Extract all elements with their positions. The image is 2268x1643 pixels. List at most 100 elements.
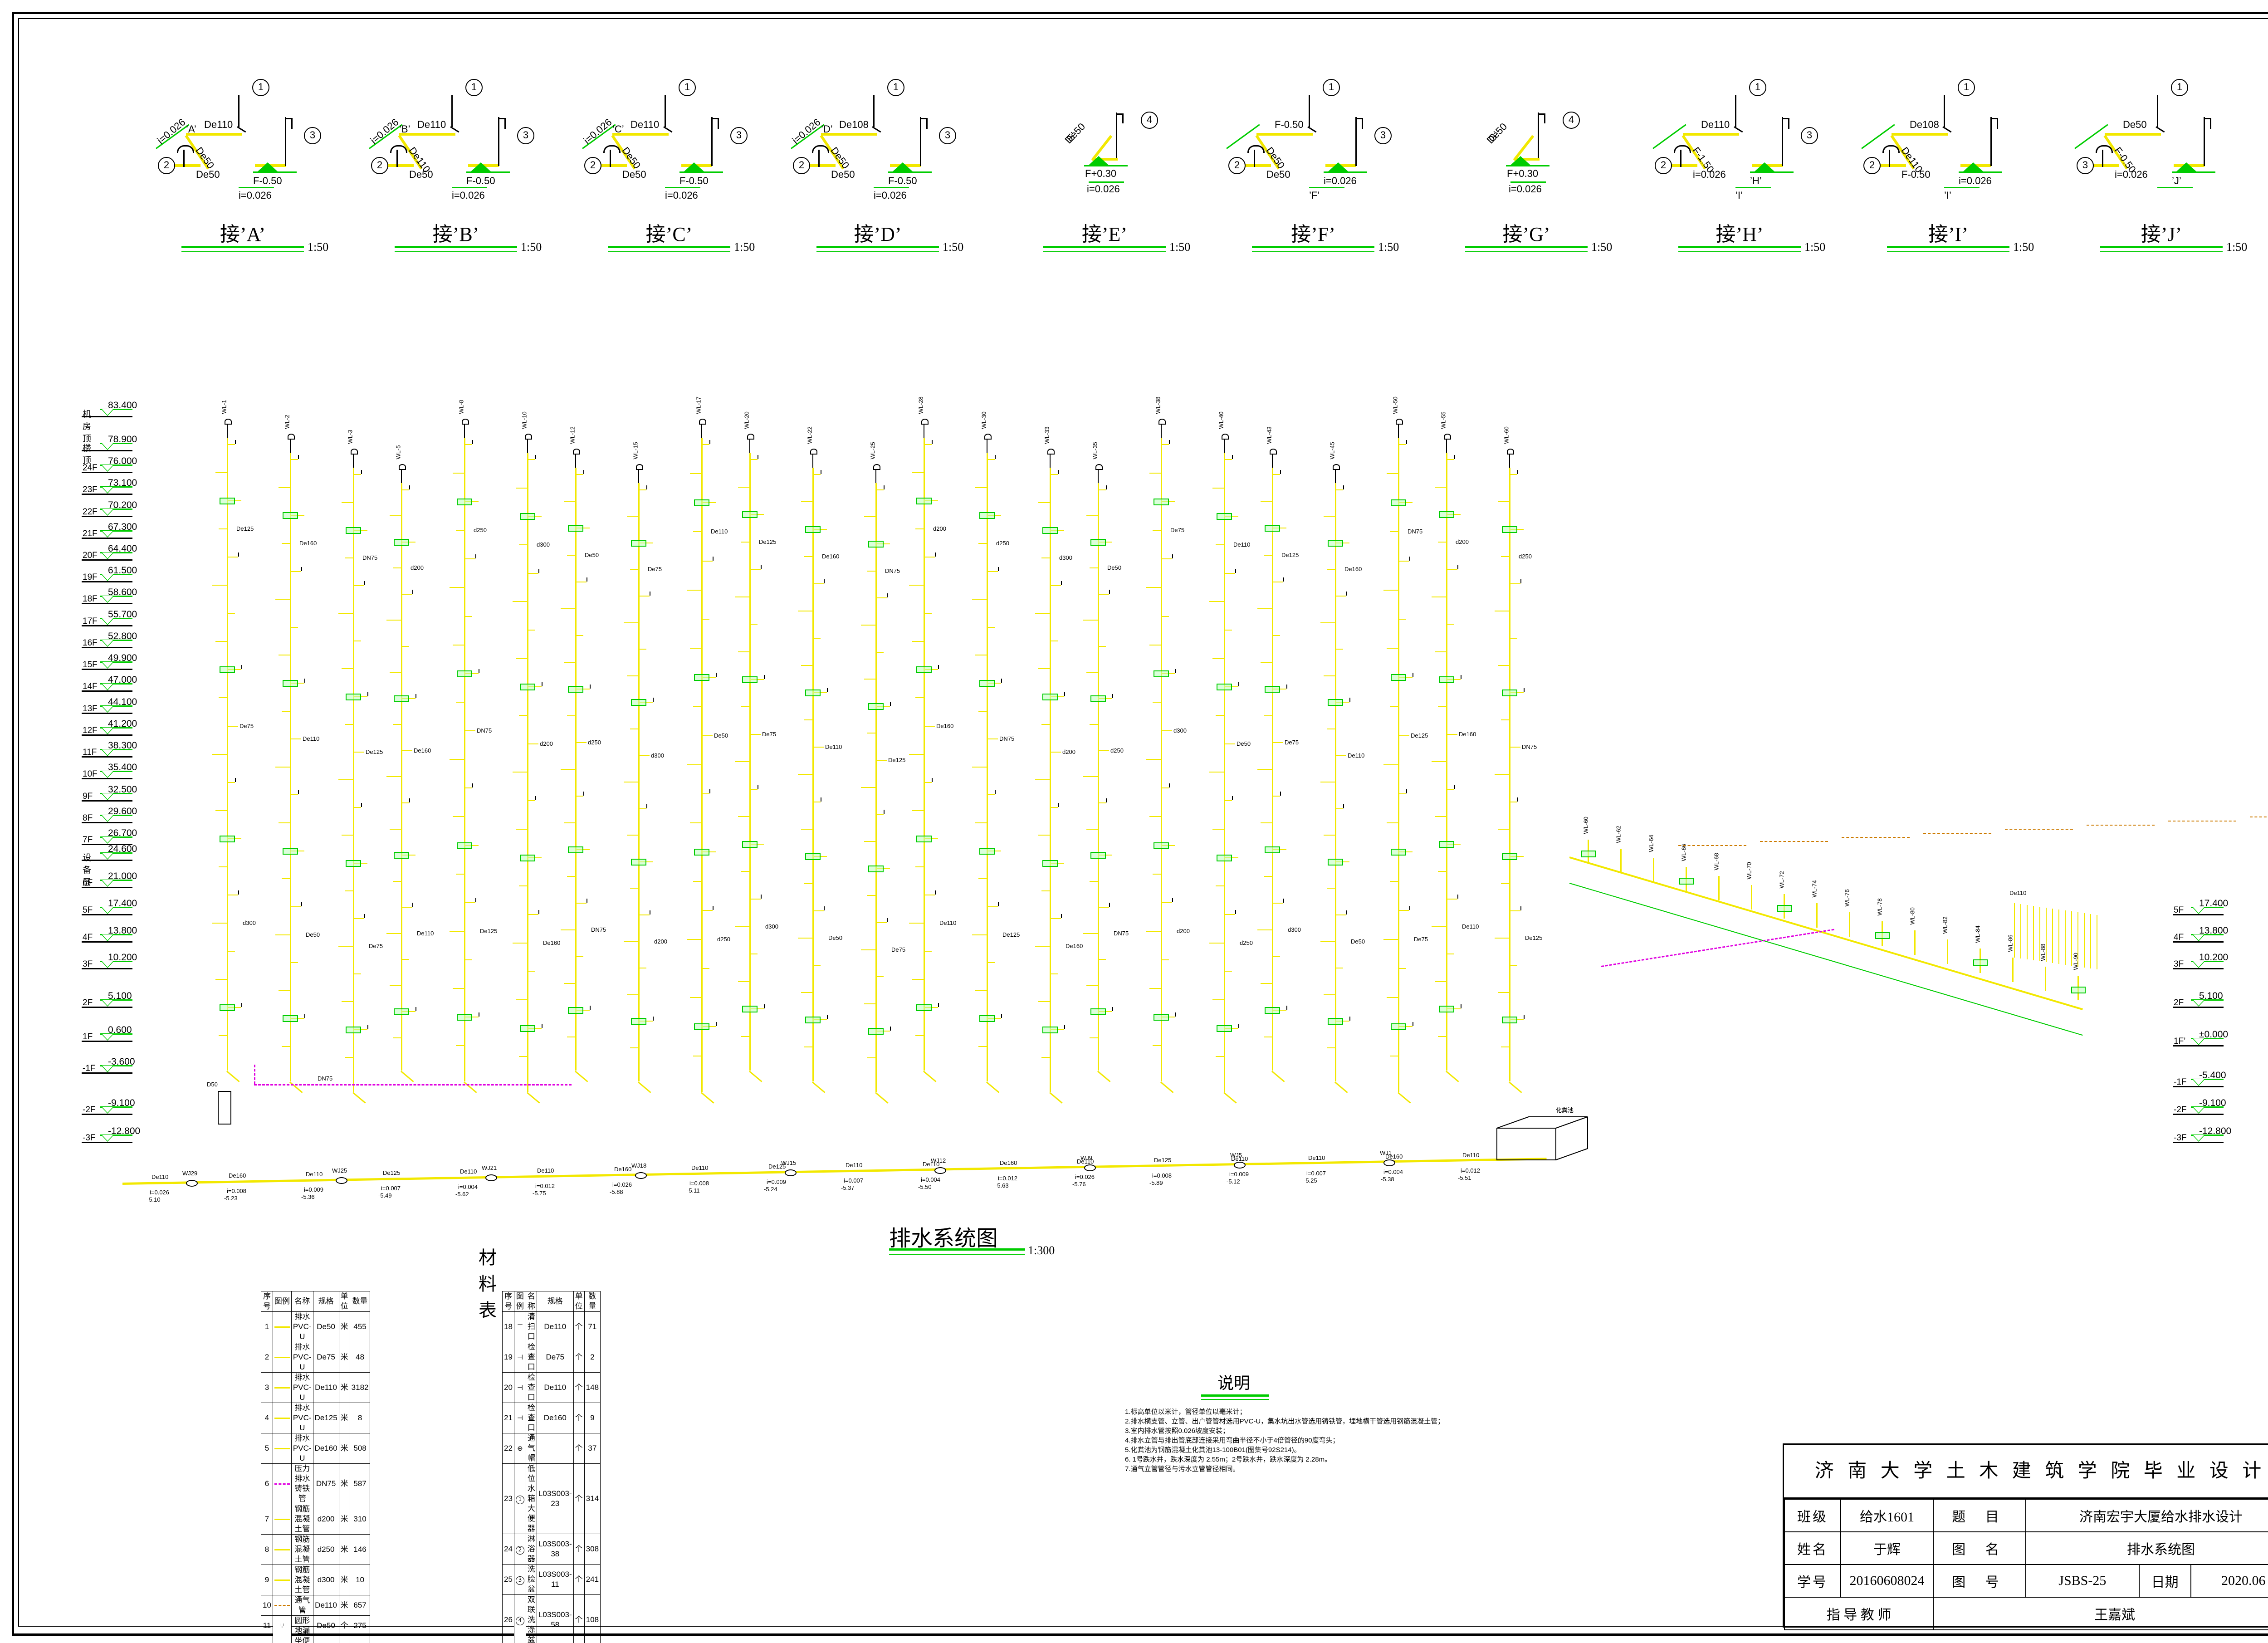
floor-annotation-box [1439,1006,1454,1013]
material-symbol-cell [272,1534,292,1565]
level-name: 2F [2174,998,2184,1008]
detail-caption-rule-thick [1465,246,1588,248]
floor-branch [987,906,998,907]
fixture-drop [998,902,999,906]
level-line [82,941,132,943]
floor-branch [1038,1001,1050,1002]
floor-branch [345,724,353,725]
floor-annotation-box [1328,539,1343,547]
material-spec: De160 [313,1433,339,1464]
stack-elbow [663,126,673,133]
floor-branch [353,751,364,753]
stack-riser [873,95,875,127]
floor-branch [1216,885,1224,887]
floor-branch [741,541,749,543]
level-value: 17.400 [108,898,137,909]
floor-annotation-box [1391,674,1406,681]
floor-branch [342,668,353,670]
vent-header-line [2168,820,2236,822]
materials-header-3: 规格 [536,1291,574,1312]
vent-stack [1272,452,1273,468]
floor-annotation-box [568,525,583,532]
level-name: -3F [2174,1133,2187,1143]
fixture-drop [1058,803,1059,807]
floor-drain-stem [183,150,185,167]
floor-symbol [1755,162,1774,171]
title-block-row-advisor: 指 导 教 师 王嘉斌 [1784,1597,2268,1630]
floor-branch [1264,715,1272,716]
fixture-drop [298,790,299,795]
floor-branch [1038,668,1050,670]
level-line [82,844,132,846]
fixture-drop [998,567,999,571]
pipe-size-tag: d300 [765,923,778,930]
slope-tag: i=0.009 [304,1186,324,1193]
level-green-line [100,409,132,410]
level-green-line [100,508,132,510]
pipe-size-tag: d250 [1240,939,1253,946]
level-line [82,515,132,517]
pipe-size-tag: De50 [1237,740,1251,747]
material-qty: 310 [349,1504,371,1535]
floor-annotation-box [520,854,535,861]
pipe-size-tag: d250 [717,935,730,943]
sanitary-stack [1224,453,1225,1092]
floor-branch [1224,971,1232,972]
slope-tag: i=0.008 [689,1180,709,1187]
level-green-line [100,771,132,773]
floor-branch [345,557,353,558]
floor-branch [516,487,527,489]
detail-caption-5: 接’F’ [1291,223,1335,245]
pipe-size-tag: De50 [714,732,728,739]
fixture-drop [824,906,825,910]
stack-riser [1735,95,1736,127]
level-name: 1F’ [2174,1037,2186,1046]
invert-elevation-tag: -5.62 [455,1191,469,1198]
floor-branch [561,608,575,609]
floor-branch [2083,164,2119,167]
slope-arrow-line [239,187,274,188]
level-value: 5.100 [2199,991,2223,1002]
floor-branch [353,585,364,587]
floor-annotation-box [631,699,646,706]
p-trap-top [498,118,505,119]
pipe-line-icon [274,1519,290,1521]
level-line [82,1142,132,1143]
fixture-drop [884,485,885,489]
level-name: 14F [83,682,98,692]
floor-branch [393,724,401,725]
title-block-row-class: 班级 给水1601 题 目 济南宏宇大厦给水排水设计 [1784,1499,2268,1532]
material-name: 淋浴器 [525,1534,537,1565]
level-green-line [100,852,132,854]
floor-annotation-box [694,674,709,681]
floor-branch [1324,994,1335,995]
fixture-drop [1406,440,1407,444]
riser-tag: WL-20 [743,411,750,429]
stack-riser [238,95,240,127]
pipe-size-tag: De160 [299,539,317,547]
terminal-riser [2077,912,2078,967]
fixture-drop [761,894,762,899]
branch-pipe [821,133,877,136]
level-name: 3F [2174,959,2184,969]
sanitary-stack [749,453,751,1071]
detail-label: De50 [620,145,643,171]
sanitary-stack [875,483,877,1092]
manhole-node [485,1174,497,1182]
floor-line [466,171,510,173]
level-green-line [2191,1134,2224,1136]
material-qty: 2 [584,1342,601,1373]
floor-drain-icon [603,145,621,153]
stack-base-elbow [986,1081,1000,1093]
floor-branch [693,880,701,882]
floor-annotation-box [916,835,932,842]
floor-annotation-box [1265,1007,1280,1014]
floor-annotation-box [346,527,361,534]
table-row: 19 ⊣ 检查口 De75 个 2 [502,1342,601,1373]
table-row: 4 排水PVC-U De125 米 8 [261,1403,371,1433]
floor-annotation-box [394,695,409,702]
riser-tag: WL-17 [695,396,702,414]
riser-tag: WL-74 [1811,880,1818,898]
material-no: 8 [261,1534,273,1565]
floor-branch [279,822,290,824]
